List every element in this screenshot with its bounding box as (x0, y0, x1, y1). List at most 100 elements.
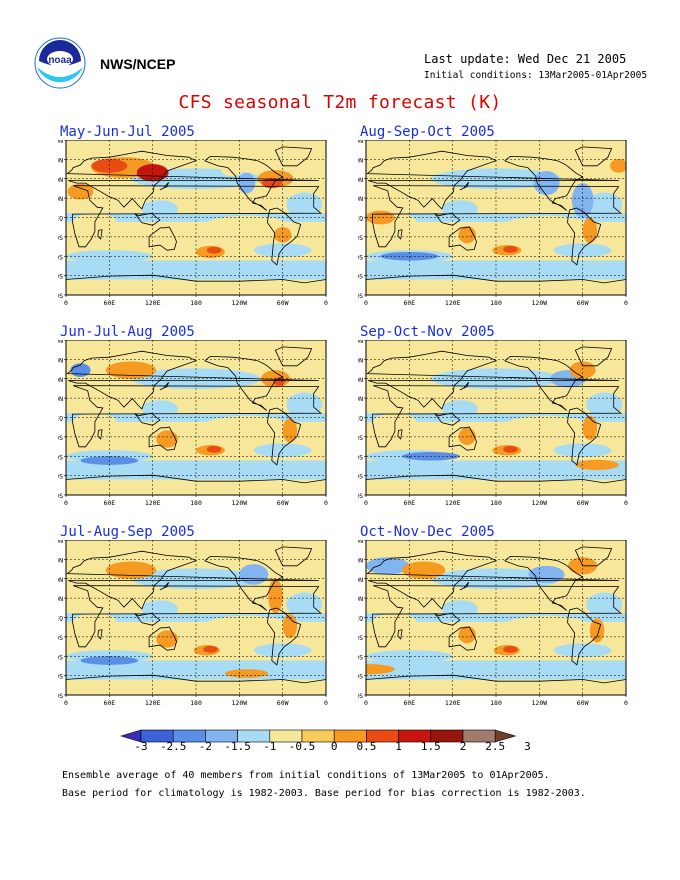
lat-tick-label: 20N (58, 195, 63, 203)
coastline (97, 229, 103, 240)
coastline (267, 207, 302, 266)
anomaly-region (366, 358, 387, 373)
lat-tick-label: EQ (358, 615, 363, 623)
logo-text: noaa (48, 55, 72, 66)
forecast-map: 80N60N40N20NEQ20S40S60S80S060E120E180120… (51, 337, 358, 529)
lat-tick-label: 20S (58, 434, 63, 442)
lon-tick-label: 180 (490, 299, 502, 307)
anomaly-region (366, 557, 410, 575)
coastline (397, 629, 403, 640)
forecast-map: 80N60N40N20NEQ20S40S60S80S060E120E180120… (351, 337, 658, 529)
coastline (72, 185, 323, 248)
coastline (567, 607, 602, 666)
lat-tick-label: 60N (58, 356, 63, 364)
coastline (66, 550, 319, 610)
coastline (159, 581, 169, 591)
anomaly-region (553, 443, 612, 458)
lat-tick-label: EQ (358, 215, 363, 223)
anomaly-region (253, 443, 312, 458)
colorbar-tick-label: 1 (395, 740, 402, 753)
lat-tick-label: 60S (58, 273, 63, 281)
coastline (204, 355, 284, 411)
lat-tick-label: 20N (358, 195, 363, 203)
lat-tick-label: 40N (58, 576, 63, 584)
anomaly-region (282, 418, 298, 443)
lat-tick-label: 80N (58, 540, 63, 545)
map-panel-aso: Aug-Sep-Oct 2005 80N 60N 40N 20N EQ 20S 40S 60S… (351, 124, 658, 329)
lat-tick-label: 40S (358, 253, 363, 261)
colorbar-tick-label: -1 (263, 740, 277, 753)
panel-title: Oct-Nov-Dec 2005 (360, 524, 495, 540)
coastline (66, 474, 326, 484)
lat-tick-label: 40S (358, 653, 363, 661)
last-update: Last update: Wed Dec 21 2005 (424, 52, 627, 66)
coastline (148, 226, 177, 251)
coastline (204, 555, 284, 611)
anomaly-region (582, 217, 598, 244)
lon-tick-label: 120E (145, 699, 161, 707)
anomaly-region (141, 400, 178, 418)
lon-tick-label: 180 (190, 499, 202, 507)
anomaly-region (67, 183, 94, 200)
lon-tick-label: 60W (277, 699, 289, 707)
anomaly-region (66, 158, 87, 173)
lat-tick-label: EQ (358, 415, 363, 423)
coastline (567, 207, 602, 266)
coastline (274, 346, 313, 367)
lon-tick-label: 60E (403, 299, 415, 307)
coastline (134, 612, 161, 626)
map-svg: 80N60N40N20NEQ20S40S60S80S060E120E180120… (51, 537, 328, 707)
anomaly-region (105, 561, 157, 579)
lon-tick-label: 120E (145, 299, 161, 307)
lon-tick-label: 60E (403, 499, 415, 507)
anomaly-region (224, 669, 269, 678)
lon-tick-label: 120W (232, 699, 248, 707)
lat-tick-label: 80N (358, 340, 363, 345)
lat-tick-label: 20N (358, 395, 363, 403)
forecast-map: 80N60N40N20NEQ20S40S60S80S060E120E180120… (351, 137, 658, 329)
lon-tick-label: 120W (232, 299, 248, 307)
anomaly-region (503, 245, 518, 253)
footer-ensemble-note: Ensemble average of 40 members from init… (62, 770, 550, 781)
coastline (448, 226, 477, 251)
lat-tick-label: 40S (58, 653, 63, 661)
lat-tick-label: EQ (58, 615, 63, 623)
colorbar-tick-label: -2.5 (159, 740, 187, 753)
lon-tick-label: 60W (277, 299, 289, 307)
lon-tick-label: 120E (445, 299, 461, 307)
anomaly-region (66, 558, 87, 573)
lon-tick-label: 180 (490, 699, 502, 707)
anomaly-region (610, 158, 626, 173)
coastline (459, 381, 469, 391)
coastline (397, 429, 403, 440)
anomaly-region (503, 615, 590, 637)
coastline (366, 150, 619, 210)
map-svg: 80N60N40N20NEQ20S40S60S80S060E120E180120… (51, 337, 328, 507)
lat-tick-label: 20S (358, 234, 363, 242)
anomaly-region (441, 400, 478, 418)
forecast-map: 80N60N40N20NEQ20S40S60S80S060E120E180120… (351, 537, 658, 729)
anomaly-region (441, 200, 478, 218)
footer-base-period-note: Base period for climatology is 1982-2003… (62, 788, 586, 799)
coastline (448, 426, 477, 451)
panel-title: Aug-Sep-Oct 2005 (360, 124, 495, 140)
colorbar-tick-label: 3 (524, 740, 531, 753)
coastline (267, 607, 302, 666)
anomaly-region (575, 459, 619, 471)
lat-tick-label: 80N (358, 540, 363, 545)
lon-tick-label: 120W (532, 699, 548, 707)
coastline (434, 412, 461, 426)
colorbar-tick-label: 2.5 (485, 740, 506, 753)
coastline (366, 674, 626, 684)
lat-tick-label: 20N (58, 395, 63, 403)
anomaly-region (156, 630, 178, 648)
anomaly-region (589, 618, 605, 643)
anomaly-region (274, 226, 292, 243)
lat-tick-label: 60S (358, 673, 363, 681)
lon-tick-label: 0 (64, 499, 68, 507)
colorbar-tick-label: 0 (330, 740, 338, 753)
coastline (459, 181, 469, 191)
lon-tick-label: 180 (190, 699, 202, 707)
coastline (504, 355, 584, 411)
lat-tick-label: 60S (58, 473, 63, 481)
